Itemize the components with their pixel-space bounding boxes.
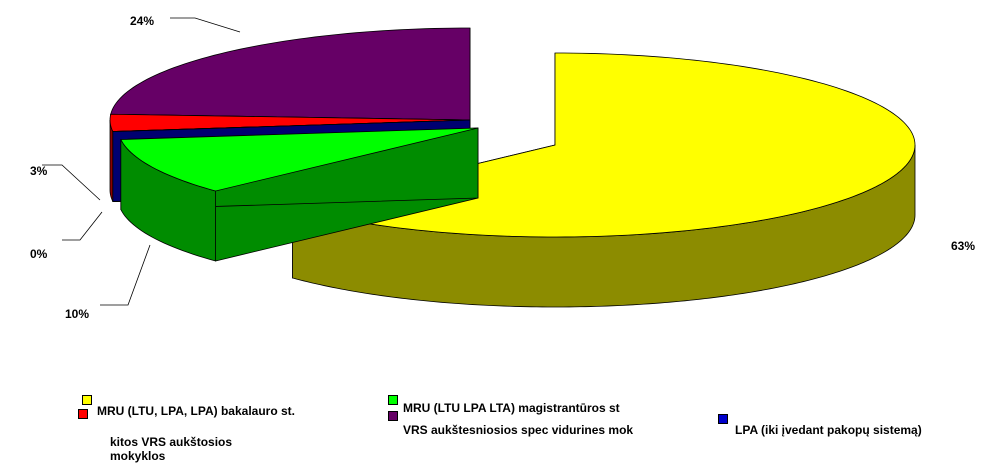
leader-line	[62, 211, 103, 241]
data-label: 10%	[65, 307, 89, 321]
data-label: 3%	[30, 164, 48, 178]
data-label: 24%	[130, 14, 154, 28]
legend-label: LPA (iki įvedant pakopų sistemą)	[735, 423, 922, 437]
slice	[120, 127, 479, 192]
data-label: 0%	[30, 247, 48, 261]
leader-line	[42, 164, 101, 201]
slice	[112, 119, 471, 132]
slice	[110, 27, 471, 121]
legend-marker	[388, 411, 398, 421]
legend-marker	[82, 395, 92, 405]
leader-line	[100, 244, 151, 306]
leader-line	[170, 17, 241, 33]
legend-marker	[388, 395, 398, 405]
slice-wall	[109, 119, 114, 202]
legend-label: MRU (LTU LPA LTA) magistrantūros st	[403, 401, 620, 415]
legend-marker	[78, 409, 88, 419]
data-label: 63%	[951, 239, 975, 253]
legend-label: kitos VRS aukštosios mokyklos	[110, 435, 233, 463]
slice	[109, 113, 471, 132]
legend-marker	[718, 414, 728, 424]
legend-label: VRS aukštesniosios spec vidurines mok	[403, 423, 634, 437]
legend-label: MRU (LTU, LPA, LPA) bakalauro st.	[97, 404, 296, 418]
